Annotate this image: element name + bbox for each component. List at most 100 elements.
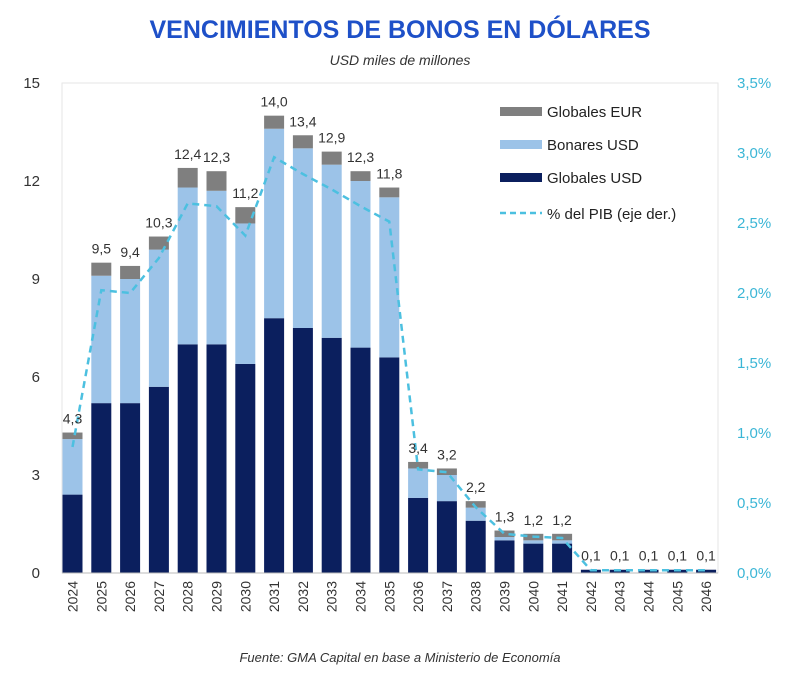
bar-bonares-usd-2041 [552,540,573,544]
bar-bonares-usd-2034 [350,181,371,348]
data-label-2033: 12,9 [318,130,345,146]
y-tick-3: 3 [32,467,40,484]
bar-globales-usd-2040 [523,543,544,573]
legend-swatch-1 [500,140,542,149]
y2-tick-2,5%: 2,5% [737,215,771,232]
bar-globales-eur-2025 [91,262,112,276]
x-tick-2028: 2028 [180,581,196,612]
chart-title: VENCIMIENTOS DE BONOS EN DÓLARES [150,14,651,44]
bar-globales-usd-2039 [494,540,515,573]
bar-globales-usd-2032 [292,328,313,573]
bar-globales-usd-2044 [638,569,659,573]
y2-tick-2,0%: 2,0% [737,285,771,302]
data-label-2032: 13,4 [289,113,316,129]
legend-label-1: Bonares USD [547,137,639,154]
bar-bonares-usd-2028 [177,187,198,345]
bar-globales-eur-2036 [408,461,429,469]
x-tick-2032: 2032 [295,581,311,612]
data-label-2034: 12,3 [347,149,374,165]
bar-globales-eur-2028 [177,167,198,188]
data-label-2027: 10,3 [145,215,172,231]
bar-globales-usd-2028 [177,344,198,573]
data-label-2039: 1,3 [495,509,515,525]
bar-bonares-usd-2031 [264,128,285,319]
legend-label-2: Globales USD [547,170,642,187]
data-label-2040: 1,2 [524,512,544,528]
x-tick-2025: 2025 [93,581,109,612]
bar-globales-eur-2032 [292,135,313,149]
bar-bonares-usd-2029 [206,190,227,345]
y-tick-6: 6 [32,369,40,386]
data-label-2043: 0,1 [610,548,630,564]
bar-bonares-usd-2025 [91,275,112,404]
bar-globales-eur-2039 [494,530,515,538]
bar-globales-usd-2036 [408,497,429,573]
x-tick-2030: 2030 [237,581,253,612]
data-label-2037: 3,2 [437,446,457,462]
bar-bonares-usd-2036 [408,468,429,498]
x-tick-2041: 2041 [554,581,570,612]
x-tick-2036: 2036 [410,581,426,612]
chart-subtitle: USD miles de millones [330,52,471,68]
bar-globales-eur-2037 [436,468,457,475]
bar-globales-usd-2031 [264,318,285,573]
x-tick-2027: 2027 [151,581,167,612]
bar-bonares-usd-2026 [120,279,141,404]
data-label-2030: 11,2 [232,185,258,201]
data-label-2038: 2,2 [466,479,486,495]
bar-globales-usd-2030 [235,363,256,573]
bar-globales-usd-2038 [465,520,486,573]
data-label-2041: 1,2 [552,512,572,528]
x-tick-2046: 2046 [698,581,714,612]
bar-globales-usd-2046 [696,569,717,573]
x-tick-2034: 2034 [353,581,369,612]
bar-globales-eur-2026 [120,265,141,279]
y2-tick-1,5%: 1,5% [737,355,771,372]
data-label-2028: 12,4 [174,146,201,162]
y2-tick-1,0%: 1,0% [737,425,771,442]
legend-label-0: Globales EUR [547,104,642,121]
x-tick-2033: 2033 [324,581,340,612]
bar-bonares-usd-2027 [148,249,169,387]
bar-bonares-usd-2039 [494,537,515,541]
bar-globales-eur-2038 [465,501,486,508]
x-tick-2029: 2029 [209,581,225,612]
legend-swatch-0 [500,107,542,116]
x-tick-2035: 2035 [381,581,397,612]
x-tick-2024: 2024 [65,581,81,612]
bar-globales-eur-2034 [350,171,371,181]
data-label-2031: 14,0 [260,94,287,110]
bar-globales-usd-2027 [148,386,169,573]
chart-source: Fuente: GMA Capital en base a Ministerio… [239,650,560,665]
legend-swatch-2 [500,173,542,182]
bar-globales-usd-2034 [350,347,371,573]
data-label-2035: 11,8 [376,166,402,182]
bar-globales-usd-2026 [120,403,141,573]
bar-bonares-usd-2032 [292,148,313,328]
bar-globales-eur-2027 [148,236,169,250]
data-label-2046: 0,1 [696,548,716,564]
bar-globales-eur-2035 [379,187,400,198]
bar-globales-usd-2029 [206,344,227,573]
bar-bonares-usd-2035 [379,197,400,358]
bar-bonares-usd-2024 [62,439,83,495]
bar-globales-eur-2031 [264,115,285,129]
x-tick-2037: 2037 [439,581,455,612]
y2-tick-0,0%: 0,0% [737,565,771,582]
bar-globales-usd-2025 [91,403,112,573]
bar-bonares-usd-2033 [321,164,342,338]
pib-line [71,155,707,572]
x-tick-2040: 2040 [525,581,541,612]
data-label-2042: 0,1 [581,548,601,564]
data-label-2029: 12,3 [203,149,230,165]
legend-label-line: % del PIB (eje der.) [547,206,676,223]
y-tick-0: 0 [32,565,40,582]
bar-bonares-usd-2038 [465,507,486,521]
bar-globales-eur-2030 [235,207,256,224]
bar-bonares-usd-2030 [235,223,256,364]
bar-globales-usd-2033 [321,337,342,573]
data-label-2026: 9,4 [120,244,140,260]
bar-globales-usd-2024 [62,494,83,573]
data-label-2025: 9,5 [92,241,112,257]
